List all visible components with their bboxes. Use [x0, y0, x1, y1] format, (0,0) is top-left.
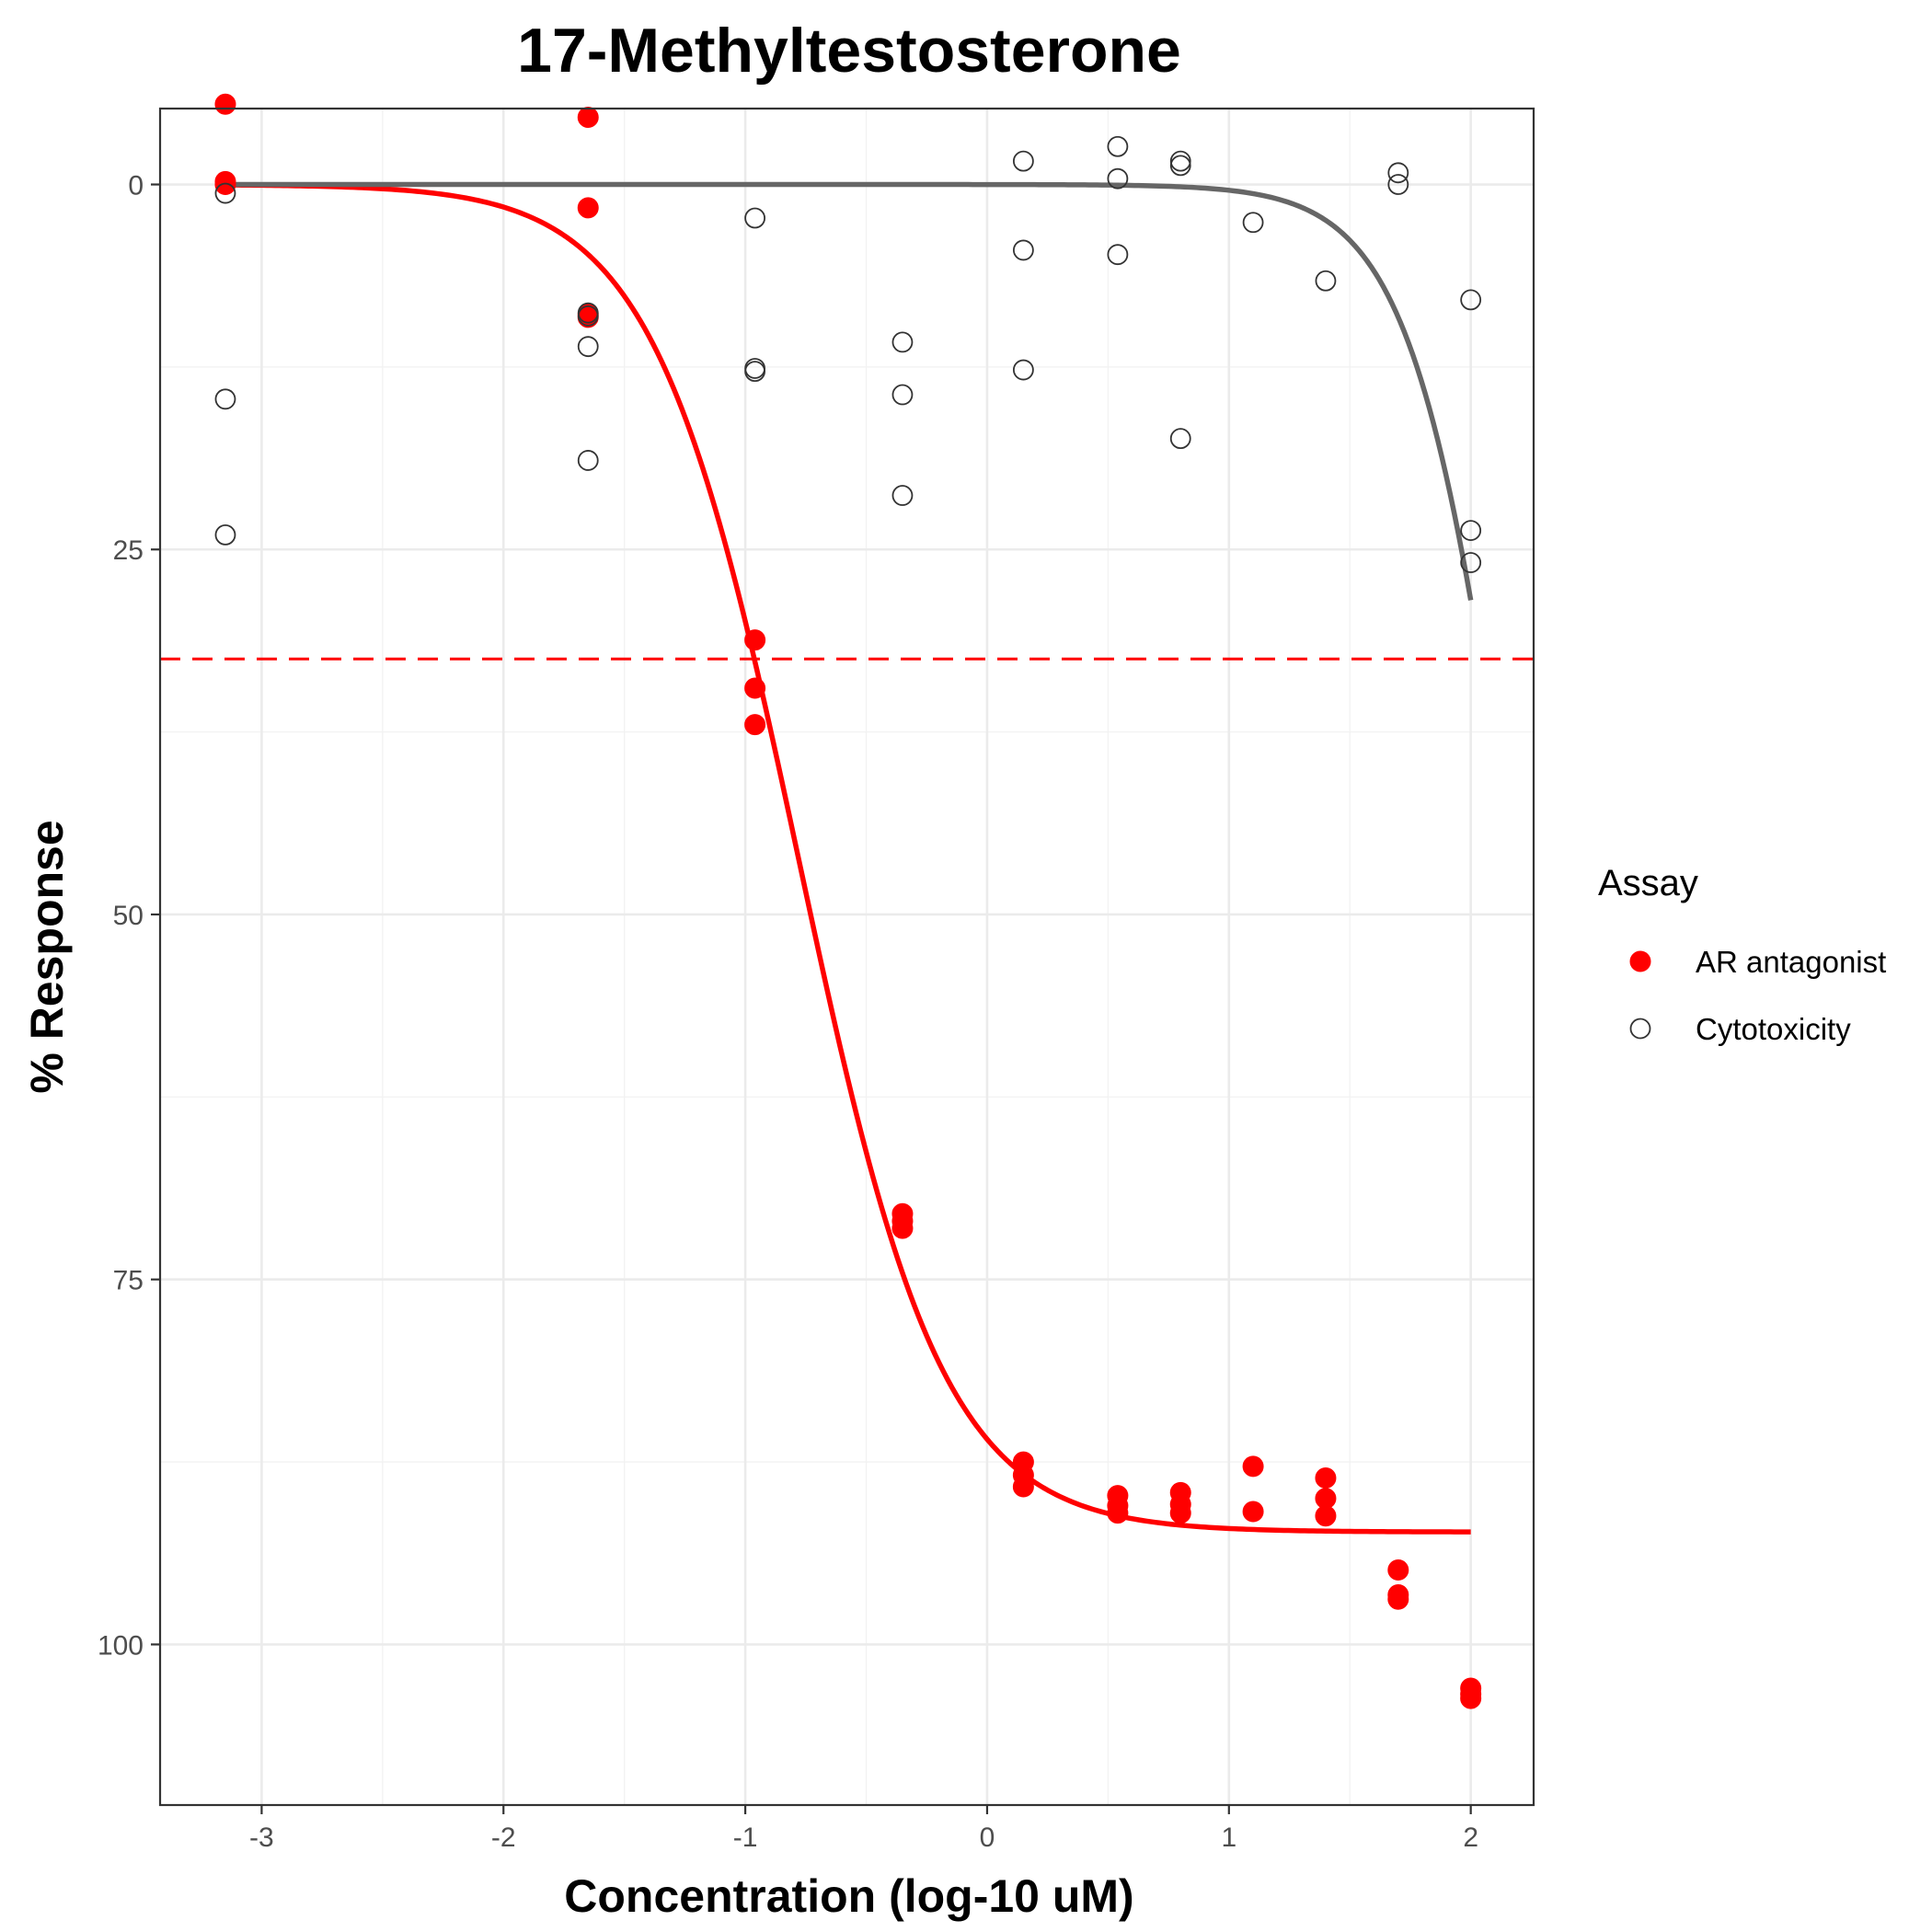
ar-antagonist-point	[1460, 1687, 1482, 1709]
y-axis-title: % Response	[21, 820, 73, 1093]
cytotoxicity-point	[214, 388, 236, 410]
legend-label: AR antagonist	[1696, 945, 1886, 979]
cytotoxicity-point	[577, 450, 599, 471]
chart-title: 17-Methyltestosterone	[517, 16, 1181, 86]
cytotoxicity-point	[577, 305, 599, 327]
cytotoxicity-point	[1460, 552, 1482, 573]
ar-antagonist-point	[744, 677, 766, 699]
cytotoxicity-point	[744, 361, 766, 383]
y-tick-label: 75	[113, 1266, 144, 1296]
cytotoxicity-point	[214, 523, 236, 546]
minor-gridlines	[160, 109, 1534, 1805]
legend-title: Assay	[1598, 863, 1698, 903]
x-tick-label: 1	[1221, 1823, 1236, 1853]
y-tick-label: 50	[113, 901, 144, 931]
fit-curve-cytotoxicity	[224, 181, 1474, 601]
cytotoxicity-point	[1242, 212, 1264, 234]
x-axis-ticks: -3 -2 -1 0 1 2	[249, 1805, 1478, 1853]
ar-antagonist-point	[1242, 1501, 1264, 1523]
legend: Assay AR antagonist Cytotoxicity	[1598, 863, 1886, 1046]
cytotoxicity-point	[1169, 428, 1191, 450]
fit-curve-ar-antagonist	[224, 182, 1471, 1535]
legend-entries: AR antagonist Cytotoxicity	[1629, 945, 1886, 1046]
ar-antagonist-point	[214, 174, 236, 196]
plot-panel-border	[158, 107, 1535, 1807]
x-tick-label: -3	[249, 1823, 274, 1853]
legend-key-cytotoxicity	[1629, 1018, 1651, 1040]
cytotoxicity-point	[1460, 289, 1482, 311]
cytotoxicity-point	[1107, 244, 1129, 266]
y-tick-label: 25	[113, 535, 144, 566]
y-axis-ticks: 0 25 50 75 100	[98, 171, 160, 1661]
data-points	[214, 93, 1482, 1709]
legend-label: Cytotoxicity	[1696, 1012, 1851, 1046]
ar-antagonist-point	[1315, 1505, 1337, 1527]
cytotoxicity-point	[1387, 162, 1409, 184]
legend-key-ar-antagonist	[1629, 950, 1651, 972]
x-tick-label: 2	[1463, 1823, 1478, 1853]
ar-antagonist-point	[214, 93, 236, 115]
ar-antagonist-point	[1169, 1502, 1191, 1524]
ar-antagonist-point	[577, 107, 599, 129]
y-tick-label: 100	[98, 1630, 144, 1661]
cytotoxicity-point	[214, 182, 236, 204]
y-tick-label: 0	[128, 171, 144, 201]
cytotoxicity-point	[1169, 150, 1191, 172]
cytotoxicity-point	[1012, 359, 1034, 381]
x-tick-label: -1	[733, 1823, 758, 1853]
plot-panel	[158, 93, 1535, 1807]
x-axis-title: Concentration (log-10 uM)	[564, 1870, 1133, 1922]
cytotoxicity-point	[1387, 174, 1409, 195]
cytotoxicity-point	[744, 207, 766, 229]
cytotoxicity-point	[1012, 150, 1034, 172]
cytotoxicity-point	[1460, 520, 1482, 542]
cytotoxicity-point	[1315, 270, 1337, 292]
cytotoxicity-point	[891, 384, 914, 406]
cytotoxicity-point	[577, 336, 599, 358]
ar-antagonist-point	[1012, 1476, 1034, 1498]
cytotoxicity-point	[1107, 135, 1129, 157]
cytotoxicity-point	[891, 485, 914, 506]
ar-antagonist-point	[744, 714, 766, 736]
ar-antagonist-point	[1242, 1455, 1264, 1478]
ar-antagonist-point	[1315, 1467, 1337, 1489]
x-tick-label: 0	[980, 1823, 995, 1853]
cytotoxicity-point	[891, 331, 914, 353]
cytotoxicity-point	[1169, 155, 1191, 177]
ar-antagonist-point	[1387, 1559, 1409, 1581]
ar-antagonist-point	[891, 1217, 914, 1239]
plot-panel-background	[160, 109, 1534, 1805]
ar-antagonist-point	[577, 197, 599, 219]
cytotoxicity-point	[1012, 239, 1034, 261]
x-tick-label: -2	[491, 1823, 516, 1853]
ar-antagonist-point	[744, 629, 766, 651]
ar-antagonist-point	[1107, 1502, 1129, 1524]
cytotoxicity-point	[1107, 167, 1129, 190]
fitted-curves	[224, 181, 1474, 1535]
ar-antagonist-point	[1387, 1588, 1409, 1610]
